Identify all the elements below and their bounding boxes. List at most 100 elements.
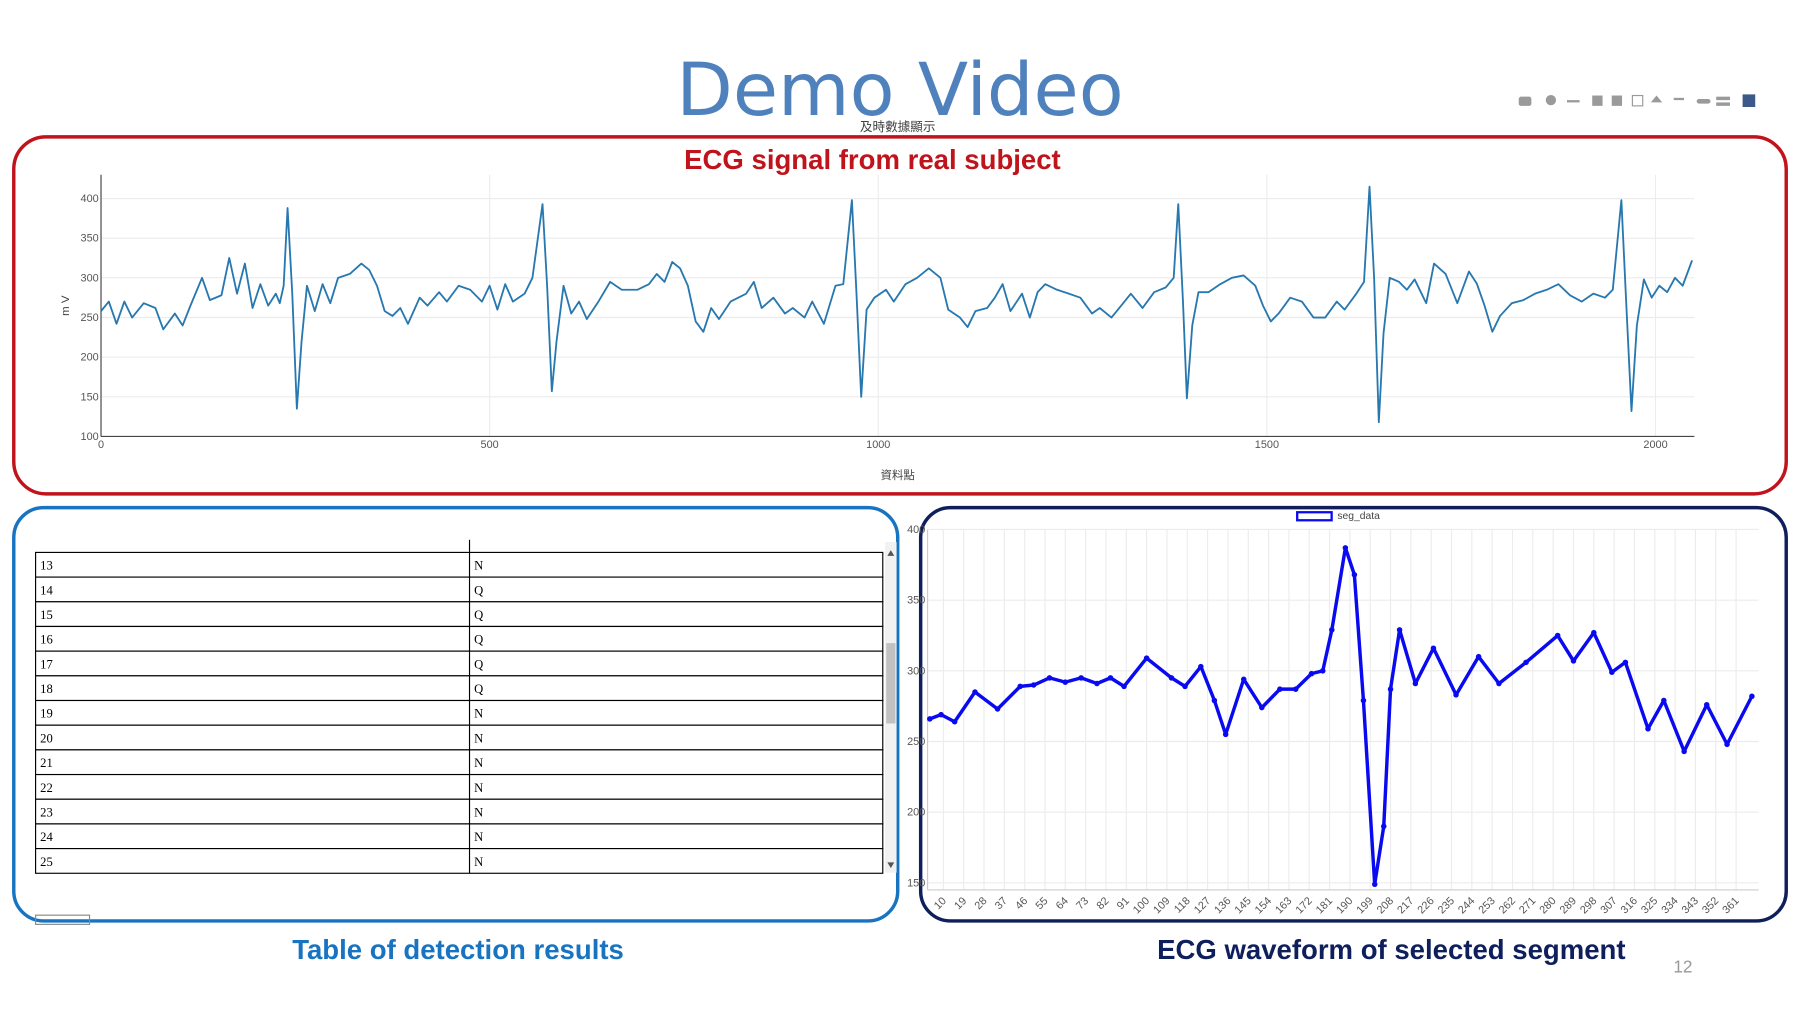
data-point	[1396, 627, 1403, 633]
toolbar-icon[interactable]	[1650, 95, 1663, 103]
table-cell: N	[474, 731, 483, 745]
table-cell: 23	[40, 805, 53, 819]
data-point	[1240, 676, 1247, 683]
data-point	[1308, 670, 1315, 677]
data-point	[1030, 682, 1037, 688]
x-tick-label: 262	[1497, 895, 1518, 916]
data-point	[1371, 881, 1378, 888]
x-tick-label: 307	[1598, 895, 1619, 916]
x-tick-label: 325	[1639, 895, 1660, 916]
data-point	[1143, 655, 1150, 661]
x-tick-label: 298	[1578, 895, 1599, 916]
annotation: ECG signal from real subject	[684, 144, 1061, 175]
x-tick-label: 136	[1212, 895, 1233, 916]
table-cell: N	[474, 830, 483, 844]
y-tick-label: 150	[81, 391, 99, 403]
x-tick-label: 226	[1415, 895, 1436, 916]
chart-toolbar	[1518, 94, 1756, 108]
table-cell: N	[474, 559, 483, 573]
toolbar-icon[interactable]	[1716, 96, 1730, 101]
data-point	[1259, 704, 1265, 711]
table-cell: 25	[40, 855, 53, 869]
data-point	[1320, 668, 1326, 674]
y-tick-label: 100	[81, 431, 99, 443]
data-point	[1570, 658, 1577, 664]
data-point	[1724, 741, 1730, 748]
y-tick-label: 150	[907, 877, 925, 889]
data-point	[1453, 692, 1459, 698]
chart-title: 及時數據顯示	[860, 120, 936, 134]
table-row	[35, 798, 884, 825]
x-tick-label: 208	[1375, 895, 1396, 916]
data-point	[1046, 675, 1053, 681]
data-point	[1342, 545, 1349, 551]
toolbar-icon[interactable]	[1592, 95, 1603, 106]
x-tick-label: 361	[1720, 895, 1741, 916]
y-tick-label: 250	[81, 312, 99, 324]
data-point	[1387, 686, 1394, 692]
x-tick-label: 37	[993, 895, 1010, 912]
data-point	[1412, 680, 1419, 687]
table-cell: 21	[40, 756, 53, 770]
data-point	[1277, 686, 1283, 692]
y-tick-label: 400	[81, 193, 99, 205]
toolbar-icon[interactable]	[1696, 98, 1711, 104]
data-point	[1661, 697, 1667, 704]
table-cell: Q	[474, 583, 483, 597]
table-cell: 15	[40, 608, 53, 622]
data-point	[1329, 627, 1335, 633]
x-tick-label: 343	[1680, 895, 1701, 916]
x-tick-label: 244	[1456, 895, 1477, 916]
table-row	[35, 848, 884, 874]
table-cell: N	[474, 805, 483, 819]
table-cell: Q	[474, 657, 483, 671]
x-axis-title: 資料點	[881, 468, 916, 482]
data-point	[1292, 686, 1299, 692]
x-tick-label: 1500	[1255, 439, 1279, 451]
x-tick-label: 1000	[866, 439, 890, 451]
data-line	[929, 546, 1754, 887]
scrollbar-thumb[interactable]	[886, 643, 896, 724]
toolbar-icon[interactable]	[1566, 100, 1580, 103]
data-point	[1078, 675, 1084, 681]
x-tick-label: 172	[1293, 895, 1314, 916]
toolbar-icon[interactable]	[1611, 95, 1623, 106]
table-row	[35, 823, 884, 850]
table-cell: Q	[474, 608, 483, 622]
data-point	[938, 711, 944, 718]
data-point	[1121, 683, 1127, 690]
data-point	[1475, 653, 1482, 660]
data-point	[1681, 748, 1687, 755]
table-row	[35, 551, 884, 578]
toolbar-icon[interactable]	[1673, 97, 1685, 101]
data-point	[1749, 693, 1755, 700]
scroll-down[interactable]	[887, 862, 895, 869]
table-row	[35, 773, 884, 800]
x-tick-label: 289	[1558, 895, 1579, 916]
data-point	[994, 706, 1001, 712]
data-point	[1622, 659, 1629, 666]
y-tick-label: 200	[81, 352, 99, 364]
y-tick-label: 400	[907, 524, 925, 536]
data-point	[951, 718, 958, 725]
toolbar-icon[interactable]	[1742, 94, 1756, 108]
export-button[interactable]	[35, 914, 91, 925]
data-point	[1609, 669, 1615, 675]
toolbar-icon[interactable]	[1716, 102, 1730, 106]
x-tick-label: 64	[1054, 895, 1071, 912]
toolbar-icon[interactable]	[1631, 94, 1644, 107]
y-axis-title: m V	[60, 295, 72, 316]
table-cell: N	[474, 707, 483, 721]
x-tick-label: 100	[1131, 895, 1152, 916]
table-row	[35, 601, 884, 628]
x-tick-label: 82	[1094, 895, 1111, 912]
x-tick-label: 271	[1517, 895, 1538, 916]
toolbar-icon[interactable]	[1545, 94, 1557, 106]
table-caption: Table of detection results	[292, 934, 624, 965]
slide-title: Demo Video	[676, 48, 1123, 133]
table-cell: 20	[40, 731, 53, 745]
y-tick-label: 300	[907, 665, 925, 677]
toolbar-icon[interactable]	[1518, 96, 1532, 106]
scroll-up[interactable]	[887, 550, 895, 556]
